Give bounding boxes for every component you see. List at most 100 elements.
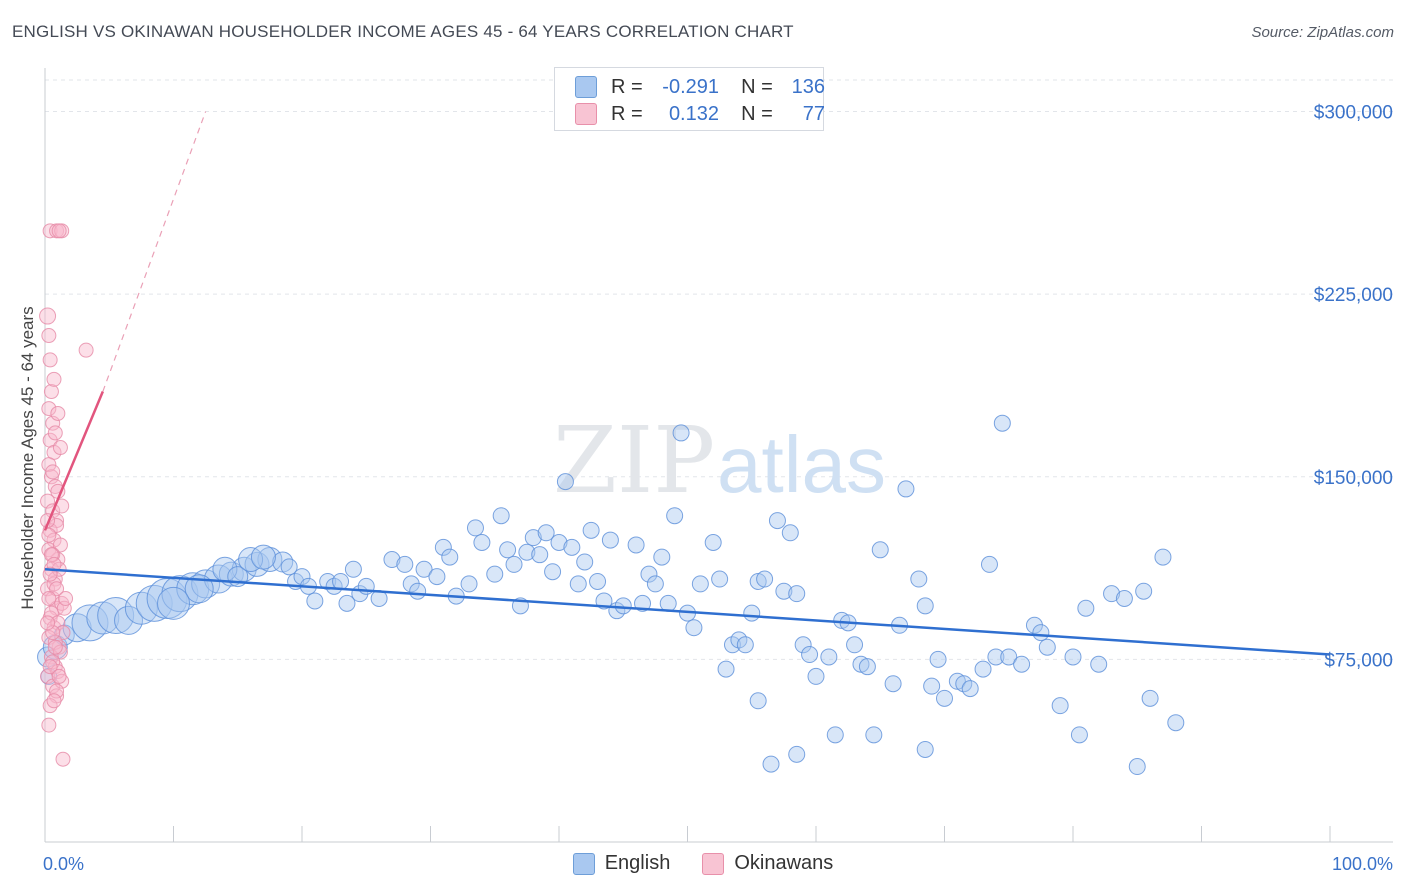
- english-point: [987, 648, 1005, 666]
- english-point: [415, 560, 433, 578]
- english-point: [653, 548, 671, 566]
- english-point: [544, 563, 562, 581]
- english-point: [1051, 697, 1069, 715]
- y-tick-label: $300,000: [1314, 103, 1393, 124]
- english-point: [717, 660, 735, 678]
- english-point: [306, 592, 324, 610]
- english-point: [923, 677, 941, 695]
- okinawan-point: [41, 717, 57, 733]
- english-point: [71, 604, 109, 642]
- english-point: [1135, 582, 1153, 600]
- okinawan-point: [52, 440, 68, 456]
- english-point: [807, 667, 825, 685]
- english-point: [788, 585, 806, 603]
- okinawan-point: [50, 405, 66, 421]
- english-point: [781, 524, 799, 542]
- english-point: [601, 531, 619, 549]
- okinawan-point: [51, 668, 67, 684]
- series-english: [37, 414, 1185, 776]
- okinawan-point: [49, 581, 65, 597]
- y-tick-label: $75,000: [1324, 650, 1393, 671]
- english-point: [338, 594, 356, 612]
- english-point: [749, 572, 767, 590]
- english-point: [505, 555, 523, 573]
- english-point: [1167, 714, 1185, 732]
- english-point: [250, 544, 276, 570]
- english-point: [743, 604, 761, 622]
- english-point: [466, 519, 484, 537]
- english-point: [518, 543, 536, 561]
- english-point: [402, 575, 420, 593]
- series-points: [37, 223, 1185, 776]
- english-point: [826, 726, 844, 744]
- okinawan-point: [40, 493, 56, 509]
- english-point: [161, 575, 199, 613]
- english-point: [344, 560, 362, 578]
- english-point: [428, 568, 446, 586]
- legend-item-english[interactable]: English: [572, 852, 670, 875]
- english-point: [711, 570, 729, 588]
- english-point: [1077, 599, 1095, 617]
- okinawan-point: [49, 683, 65, 699]
- english-point: [948, 672, 966, 690]
- english-point: [916, 740, 934, 758]
- y-tick-label: $150,000: [1314, 468, 1393, 489]
- okinawan-point: [43, 547, 59, 563]
- english-point: [1025, 616, 1043, 634]
- english-point: [775, 582, 793, 600]
- okinawan-point: [46, 556, 62, 572]
- stats-row-english: R = -0.291 N = 136: [575, 74, 825, 100]
- okinawan-trend-line: [43, 391, 104, 531]
- english-point: [685, 619, 703, 637]
- english-point: [1128, 758, 1146, 776]
- okinawan-point: [42, 432, 58, 448]
- trend-lines: [43, 111, 1331, 656]
- english-point: [820, 648, 838, 666]
- english-point: [1070, 726, 1088, 744]
- english-point: [1000, 648, 1018, 666]
- okinawan-point: [42, 352, 58, 368]
- english-point: [666, 507, 684, 525]
- english-point: [627, 536, 645, 554]
- english-point: [858, 658, 876, 676]
- english-point: [238, 547, 264, 573]
- legend-item-okinawans[interactable]: Okinawans: [702, 852, 833, 875]
- english-point: [184, 574, 214, 604]
- english-point: [865, 726, 883, 744]
- english-point: [492, 507, 510, 525]
- english-point: [556, 473, 574, 491]
- english-point: [846, 636, 864, 654]
- english-point: [460, 575, 478, 593]
- okinawan-point: [45, 415, 61, 431]
- okinawan-point: [42, 659, 58, 675]
- english-trend-line: [44, 568, 1331, 656]
- english-point: [852, 655, 870, 673]
- okinawan-point: [51, 223, 67, 239]
- english-point: [659, 594, 677, 612]
- series-okinawans: [39, 223, 94, 767]
- english-point: [884, 675, 902, 693]
- okinawan-point: [45, 591, 61, 607]
- y-tick-label: $225,000: [1314, 285, 1393, 306]
- okinawan-point: [50, 615, 66, 631]
- r-value: 0.132: [668, 102, 719, 125]
- n-value: 77: [802, 102, 825, 125]
- english-point: [135, 584, 173, 622]
- english-point: [86, 601, 120, 635]
- english-point: [897, 480, 915, 498]
- english-point: [916, 597, 934, 615]
- english-point: [646, 575, 664, 593]
- okinawan-point: [46, 693, 62, 709]
- okinawan-point: [45, 625, 61, 641]
- english-point: [691, 575, 709, 593]
- english-point: [762, 755, 780, 773]
- n-label: N =: [741, 102, 773, 125]
- watermark: ZIP atlas: [553, 407, 886, 514]
- english-point: [499, 541, 517, 559]
- okinawan-point: [41, 527, 57, 543]
- english-point: [1064, 648, 1082, 666]
- english-point: [582, 521, 600, 539]
- okinawan-point: [47, 425, 63, 441]
- okinawan-point: [39, 307, 57, 325]
- okinawan-trend-extension: [102, 111, 207, 392]
